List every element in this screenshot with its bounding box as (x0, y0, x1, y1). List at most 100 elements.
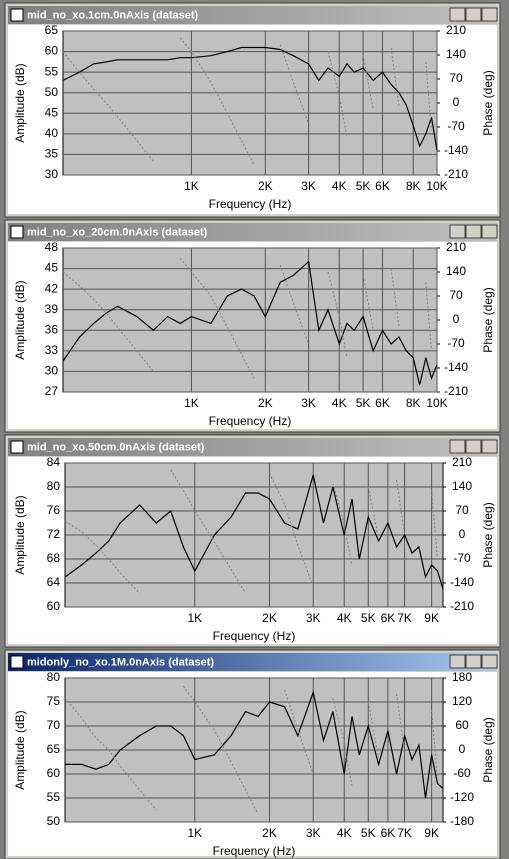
title-bar (8, 6, 497, 24)
y-tick-label: 80 (47, 670, 61, 684)
maximize-button[interactable] (465, 224, 482, 239)
y2-axis-label: Phase (deg) (481, 717, 495, 782)
y2-tick-label: 210 (446, 240, 466, 254)
window: mid_no_xo_20cm.0nAxis (dataset) 27 30 33 36 3… (4, 219, 501, 433)
x-tick-label: 6K (381, 611, 396, 625)
close-button[interactable] (481, 654, 498, 669)
minimize-button[interactable] (449, 439, 466, 454)
minimize-button[interactable] (449, 654, 466, 669)
x-tick-label: 2K (258, 179, 273, 193)
x-tick-label: 5K (356, 396, 371, 410)
close-button[interactable] (481, 224, 498, 239)
x-tick-label: 4K (337, 611, 352, 625)
y2-tick-label: -60 (453, 766, 471, 780)
y-tick-label: 45 (45, 105, 59, 119)
y2-tick-label: -180 (450, 814, 474, 828)
x-tick-label: 1K (184, 179, 199, 193)
x-tick-label: 3K (301, 396, 316, 410)
close-button[interactable] (481, 439, 498, 454)
x-tick-label: 7K (397, 826, 412, 840)
y-tick-label: 64 (47, 575, 61, 589)
x-tick-label: 5K (356, 179, 371, 193)
y2-tick-label: -70 (447, 119, 465, 133)
y2-tick-label: 120 (452, 694, 472, 708)
y-tick-label: 30 (45, 364, 59, 378)
phase-line (64, 685, 438, 815)
close-button[interactable] (481, 7, 498, 22)
y-tick-label: 70 (47, 718, 61, 732)
y-tick-label: 60 (47, 766, 61, 780)
x-tick-label: 5K (361, 611, 376, 625)
y2-tick-label: -140 (444, 360, 468, 374)
phase-line (62, 37, 432, 165)
y-tick-label: 42 (45, 281, 59, 295)
x-tick-label: 2K (262, 611, 277, 625)
window: mid_no_xo.1cm.0nAxis (dataset) 30 35 40 45 50… (4, 2, 501, 218)
window-title: mid_no_xo.50cm.0nAxis (dataset) (27, 441, 205, 453)
y-tick-label: 40 (45, 126, 59, 140)
y-tick-label: 30 (45, 167, 59, 181)
x-tick-label: 8K (406, 179, 421, 193)
y-tick-label: 84 (47, 455, 61, 469)
y-tick-label: 65 (47, 742, 61, 756)
maximize-button[interactable] (465, 439, 482, 454)
x-tick-label: 3K (306, 611, 321, 625)
y-axis-label: Amplitude (dB) (13, 280, 27, 359)
y-tick-label: 39 (45, 302, 59, 316)
y2-tick-label: 70 (449, 288, 463, 302)
x-tick-label: 10K (426, 396, 447, 410)
title-bar (8, 438, 497, 456)
y2-tick-label: 70 (449, 71, 463, 85)
x-tick-label: 1K (187, 611, 202, 625)
x-axis-label: Frequency (Hz) (209, 414, 292, 428)
y-tick-label: 76 (47, 503, 61, 517)
y-tick-label: 50 (45, 85, 59, 99)
amplitude-line (65, 690, 444, 799)
y-tick-label: 55 (47, 790, 61, 804)
y2-tick-label: 210 (446, 23, 466, 37)
title-bar (8, 653, 497, 671)
phase-line (62, 257, 432, 379)
window-title: mid_no_xo.1cm.0nAxis (dataset) (27, 9, 199, 21)
window-title: mid_no_xo_20cm.0nAxis (dataset) (27, 226, 208, 238)
x-tick-label: 6K (375, 396, 390, 410)
y2-tick-label: -140 (450, 575, 474, 589)
minimize-button[interactable] (449, 7, 466, 22)
y2-tick-label: 180 (452, 670, 472, 684)
y-tick-label: 36 (45, 322, 59, 336)
maximize-button[interactable] (465, 654, 482, 669)
window-title: midonly_no_xo.1M.0nAxis (dataset) (27, 656, 214, 668)
x-tick-label: 9K (424, 611, 439, 625)
x-tick-label: 3K (306, 826, 321, 840)
y-tick-label: 50 (47, 814, 61, 828)
y2-tick-label: -120 (450, 790, 474, 804)
x-tick-label: 5K (361, 826, 376, 840)
x-axis-label: Frequency (Hz) (209, 197, 292, 211)
y2-tick-label: 60 (455, 718, 469, 732)
amplitude-line (62, 46, 438, 151)
x-tick-label: 4K (332, 179, 347, 193)
y2-tick-label: 140 (452, 479, 472, 493)
y-tick-label: 55 (45, 64, 59, 78)
x-tick-label: 6K (375, 179, 390, 193)
title-bar (8, 223, 497, 241)
minimize-button[interactable] (449, 224, 466, 239)
y2-tick-label: 0 (459, 527, 466, 541)
window: midonly_no_xo.1M.0nAxis (dataset) 50 55 60 6… (4, 649, 501, 859)
x-tick-label: 8K (406, 396, 421, 410)
title-icon (10, 655, 24, 669)
x-axis-label: Frequency (Hz) (213, 844, 296, 858)
y-tick-label: 60 (47, 599, 61, 613)
y-tick-label: 27 (45, 384, 59, 398)
x-tick-label: 6K (381, 826, 396, 840)
plot-area (62, 30, 438, 176)
y-tick-label: 33 (45, 343, 59, 357)
y-tick-label: 35 (45, 147, 59, 161)
y2-tick-label: -70 (453, 551, 471, 565)
x-tick-label: 10K (426, 179, 447, 193)
title-icon (10, 440, 24, 454)
y-tick-label: 75 (47, 694, 61, 708)
maximize-button[interactable] (465, 7, 482, 22)
